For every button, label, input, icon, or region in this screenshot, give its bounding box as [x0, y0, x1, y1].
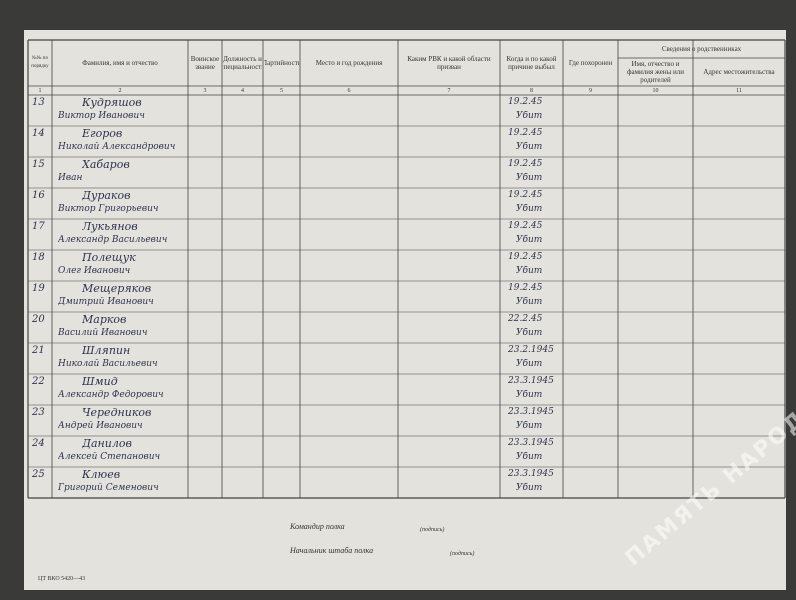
column-header: Адрес местожительства	[703, 68, 775, 76]
row-number: 25	[32, 469, 45, 480]
column-header: Должность и специальность	[223, 55, 262, 71]
column-number: 8	[530, 87, 533, 94]
status: Убит	[516, 359, 543, 369]
column-number: 4	[241, 87, 244, 94]
date: 19.2.45	[508, 128, 543, 138]
date: 23.3.1945	[508, 376, 554, 386]
column-number: 5	[280, 87, 283, 94]
status: Убит	[516, 142, 543, 152]
surname: Шмид	[82, 375, 118, 388]
column-number: 6	[347, 87, 351, 94]
date: 19.2.45	[508, 283, 543, 293]
surname: Мещеряков	[82, 282, 152, 295]
column-number: 1	[38, 87, 42, 94]
surname: Марков	[82, 313, 127, 326]
column-header: Где похоронен	[568, 59, 613, 67]
column-header: №№ по порядку	[31, 56, 49, 69]
surname: Данилов	[82, 437, 132, 450]
surname: Полещук	[82, 251, 136, 264]
row-number: 22	[32, 376, 45, 387]
status: Убит	[516, 235, 543, 245]
row-number: 21	[32, 345, 45, 356]
column-number: 9	[589, 87, 592, 94]
date: 23.3.1945	[508, 438, 554, 448]
given-names: Дмитрий Иванович	[58, 297, 154, 307]
row-number: 20	[32, 314, 45, 325]
row-number: 19	[32, 283, 45, 294]
status: Убит	[516, 111, 543, 121]
commander-label: Командир полка	[290, 522, 345, 531]
row-number: 14	[32, 128, 45, 139]
status: Убит	[516, 173, 543, 183]
row-number: 24	[32, 438, 45, 449]
column-header: Место и год рождения	[315, 59, 383, 67]
date: 23.2.1945	[508, 345, 554, 355]
surname: Дураков	[82, 189, 131, 202]
surname: Чередников	[82, 406, 152, 419]
given-names: Николай Васильевич	[58, 359, 158, 369]
column-number: 7	[447, 87, 451, 94]
status: Убит	[516, 390, 543, 400]
signature-label: (подпись)	[420, 527, 445, 533]
status: Убит	[516, 328, 543, 338]
column-header: Воинское звание	[190, 55, 220, 71]
given-names: Виктор Иванович	[58, 111, 145, 121]
date: 19.2.45	[508, 221, 543, 231]
status: Убит	[516, 266, 543, 276]
given-names: Алексей Степанович	[58, 452, 161, 462]
row-number: 17	[32, 221, 45, 232]
date: 22.2.45	[508, 314, 543, 324]
surname: Клюев	[82, 468, 121, 481]
signature-label: (подпись)	[450, 551, 475, 557]
given-names: Николай Александрович	[58, 142, 176, 152]
date: 19.2.45	[508, 159, 543, 169]
surname: Шляпин	[82, 344, 131, 357]
given-names: Андрей Иванович	[58, 421, 143, 431]
surname: Кудряшов	[82, 96, 142, 109]
given-names: Григорий Семенович	[58, 483, 159, 493]
status: Убит	[516, 483, 543, 493]
date: 19.2.45	[508, 97, 543, 107]
column-header: Каким РВК и какой области призван	[407, 55, 491, 71]
column-header: Партийность	[264, 59, 299, 67]
given-names: Александр Федорович	[58, 390, 164, 400]
row-number: 16	[32, 190, 45, 201]
date: 23.3.1945	[508, 407, 554, 417]
date: 23.3.1945	[508, 469, 554, 479]
status: Убит	[516, 297, 543, 307]
surname: Хабаров	[82, 158, 130, 171]
surname: Лукьянов	[82, 220, 138, 233]
given-names: Олег Иванович	[58, 266, 131, 276]
given-names: Александр Васильевич	[58, 235, 168, 245]
column-number: 2	[118, 87, 122, 94]
chief-label: Начальник штаба полка	[290, 546, 374, 555]
given-names: Иван	[58, 173, 83, 183]
column-header: Когда и по какой причине выбыл	[506, 55, 557, 71]
date: 19.2.45	[508, 252, 543, 262]
status: Убит	[516, 204, 543, 214]
given-names: Виктор Григорьевич	[58, 204, 159, 214]
row-number: 15	[32, 159, 45, 170]
surname: Егоров	[82, 127, 123, 140]
form-code: ЦТ ВКО 5420—43	[38, 576, 86, 582]
row-number: 18	[32, 252, 45, 263]
row-number: 23	[32, 407, 45, 418]
group-header: Сведения о родственниках	[661, 45, 742, 53]
row-number: 13	[32, 97, 45, 108]
paper	[24, 30, 786, 590]
column-number: 10	[652, 87, 659, 94]
column-number: 3	[203, 87, 207, 94]
column-number: 11	[736, 87, 742, 94]
column-header: Фамилия, имя и отчество	[82, 59, 158, 67]
status: Убит	[516, 452, 543, 462]
given-names: Василий Иванович	[58, 328, 148, 338]
status: Убит	[516, 421, 543, 431]
date: 19.2.45	[508, 190, 543, 200]
column-header: Имя, отчество и фамилия жены или родител…	[626, 60, 685, 84]
